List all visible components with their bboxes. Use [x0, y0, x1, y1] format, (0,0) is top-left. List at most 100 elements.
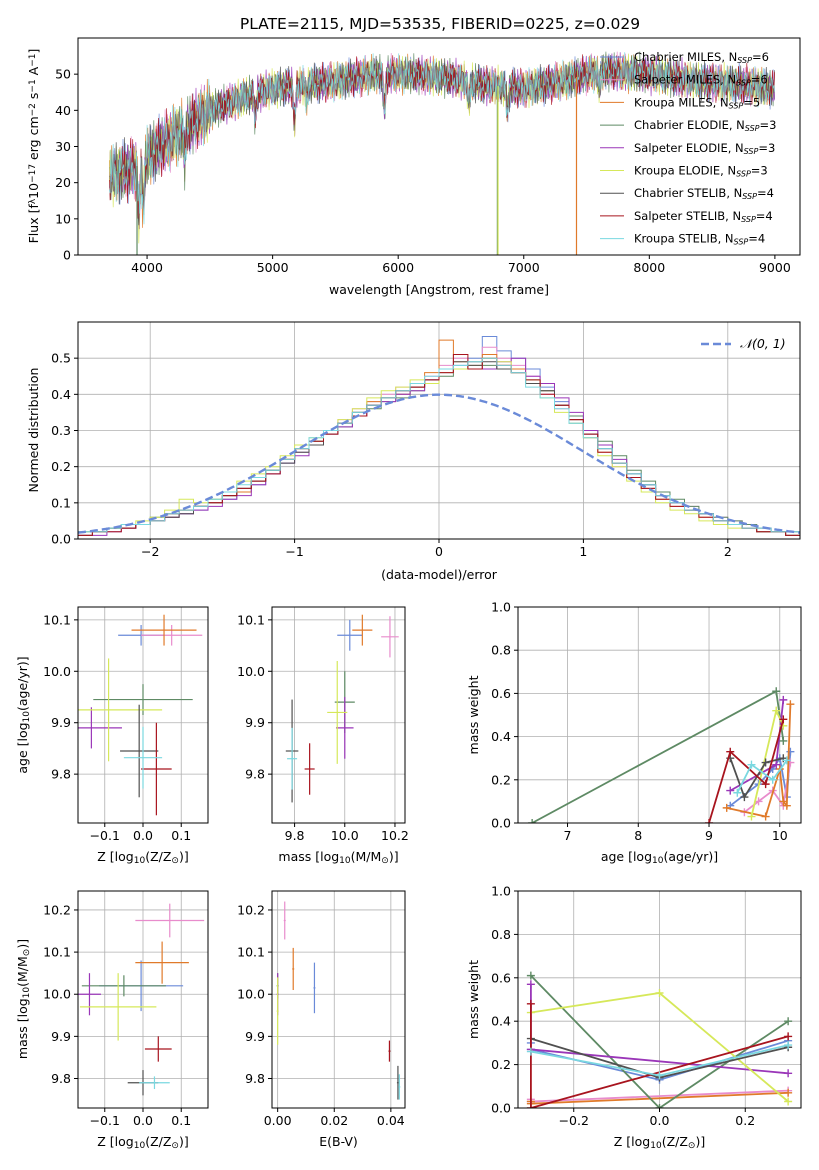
weight-marker [747, 812, 756, 821]
x-tick-label: 2 [724, 544, 732, 559]
label-part: −17 [28, 164, 38, 183]
age-weight-axes-xlabel: age [log10(age/yr)] [601, 849, 718, 866]
y-tick-label: 50 [55, 67, 71, 82]
weight-marker [779, 715, 788, 724]
y-tick-label: 10 [55, 211, 71, 226]
weight-marker [761, 812, 770, 821]
mass-age-axes-xlabel: mass [log10(M/M⊙)] [278, 849, 398, 866]
legend-entry-sub: SSP [741, 215, 756, 224]
errorbar-point-1 [283, 901, 286, 940]
y-tick-label: 9.8 [245, 767, 265, 782]
weight-marker [726, 786, 735, 795]
legend-entry-name: Kroupa STELIB, N [634, 232, 734, 246]
weight-marker [784, 1041, 793, 1050]
label-part: 10 [650, 1141, 662, 1151]
y-tick-label: 0.2 [491, 1057, 511, 1072]
frame: −2 −1 0 1 2 0.0 0.1 0.2 0.3 0.4 0.5 [51, 321, 801, 559]
x-tick-label: 10.2 [381, 828, 409, 843]
legend-entry: Kroupa STELIB, NSSP=4 [634, 232, 765, 247]
weight-marker [526, 971, 535, 980]
label-part: 10 [22, 987, 32, 999]
weight-marker [779, 736, 788, 745]
weight-marker [782, 801, 791, 810]
label-part: (age/yr)] [15, 656, 30, 711]
label-part: ] [26, 49, 41, 54]
frame: −0.1 0.0 0.1 9.8 9.9 10.0 10.1 [43, 606, 209, 843]
y-tick-label: 0.6 [491, 970, 511, 985]
errorbar-point-2 [292, 947, 295, 991]
weight-line [531, 689, 785, 823]
legend-entry-sub: SSP [745, 124, 760, 133]
x-tick-label: 7000 [508, 260, 540, 275]
weight-marker [761, 780, 770, 789]
legend-entry-sub: SSP [736, 79, 751, 88]
legend-entry-count: =3 [760, 118, 777, 132]
legend-entry-sub: SSP [734, 238, 749, 247]
y-tick-label: 10.0 [237, 987, 265, 1002]
legend-entry-name: Chabrier STELIB, N [634, 186, 742, 200]
errorbar-point-4 [78, 707, 122, 749]
label-part: )] [389, 849, 399, 864]
legend-entry-sub: SSP [742, 192, 757, 201]
legend-entry-count: =3 [758, 141, 775, 155]
weight-line [708, 719, 785, 823]
label-part: −1 [28, 54, 38, 67]
label-part: 10 [339, 856, 351, 866]
spectrum-line-8 [109, 52, 775, 225]
x-tick-label: 0.0 [133, 828, 153, 843]
residuals-ylabel: Normed distribution [26, 368, 41, 493]
weight-marker [784, 1088, 793, 1097]
errorbar-point-7 [304, 743, 315, 795]
weight-marker [768, 775, 777, 784]
x-tick-label: 0.1 [171, 1113, 191, 1128]
weight-marker [786, 747, 795, 756]
label-part: age [log [601, 849, 652, 864]
weight-marker [786, 700, 795, 709]
weight-marker [526, 980, 535, 989]
errorbar-point-6 [120, 704, 159, 798]
y-tick-label: 0.5 [51, 351, 71, 366]
plot-area [109, 51, 775, 255]
label-part: s [26, 93, 41, 104]
z-mass-axes-xlabel: Z [log10(Z/Z⊙)] [97, 1134, 188, 1151]
y-tick-label: 1.0 [491, 884, 511, 899]
weight-series-5 [747, 706, 788, 821]
y-tick-label: 10.0 [43, 987, 71, 1002]
errorbar-point-1 [141, 625, 203, 646]
frame: 4000 5000 6000 7000 8000 9000 0 10 20 30 40 50 [55, 37, 801, 275]
legend-entry-count: =4 [748, 232, 765, 246]
y-tick-label: 20 [55, 175, 71, 190]
plot-area [526, 971, 793, 1108]
x-tick-label: 0.0 [650, 1113, 670, 1128]
label-part: (M/M [15, 956, 30, 987]
label-part: −1 [28, 79, 38, 92]
x-tick-label: 0.2 [735, 1113, 755, 1128]
label-part: 10 [22, 711, 32, 723]
legend-entry: Salpeter STELIB, NSSP=4 [634, 209, 773, 224]
z-age-axes-xlabel: Z [log10(Z/Z⊙)] [97, 849, 188, 866]
y-tick-label: 0.8 [491, 643, 511, 658]
y-tick-label: 0.8 [491, 927, 511, 942]
errorbar-point-5 [79, 973, 157, 1041]
y-tick-label: 9.9 [51, 1029, 71, 1044]
y-tick-label: 0.6 [491, 686, 511, 701]
frame: 9.8 10.0 10.2 9.8 9.9 10.0 10.1 [237, 606, 409, 843]
label-part: λ [28, 198, 38, 204]
weight-marker [779, 797, 788, 806]
normal-curve [78, 393, 800, 534]
weight-line [750, 707, 785, 817]
y-tick-label: 0.2 [491, 772, 511, 787]
errorbar-point-8 [398, 1074, 401, 1100]
x-tick-label: −0.1 [90, 828, 120, 843]
legend-entry-count: =4 [757, 186, 774, 200]
errorbar-point-8 [287, 727, 298, 790]
label-part: mass [log [278, 849, 339, 864]
legend-entry-name: Salpeter STELIB, N [634, 209, 741, 223]
y-tick-label: 10.1 [237, 945, 265, 960]
legend-entry-count: =5 [743, 95, 760, 109]
y-tick-label: 40 [55, 103, 71, 118]
weight-marker [784, 1097, 793, 1106]
weight-series-8 [733, 756, 791, 797]
y-tick-label: 10.1 [237, 612, 265, 627]
